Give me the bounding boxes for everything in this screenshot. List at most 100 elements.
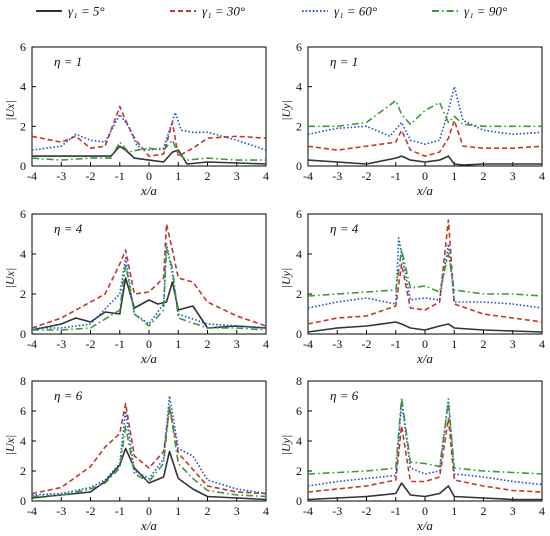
x-tick-label: -2 xyxy=(362,337,372,351)
y-tick-label: 0 xyxy=(296,494,302,508)
legend-item: γ₁ = 5° xyxy=(36,4,105,19)
legend-item: γ₁ = 30° xyxy=(170,4,245,19)
series-line xyxy=(31,447,267,501)
x-tick-label: -1 xyxy=(391,337,401,351)
x-tick-label: -4 xyxy=(303,504,313,518)
x-tick-label: 0 xyxy=(146,169,152,183)
series-line xyxy=(31,277,267,331)
y-axis-label: |Ux| xyxy=(3,435,17,456)
panel-title: η = 6 xyxy=(330,388,359,403)
y-tick-label: 6 xyxy=(296,40,302,54)
y-axis-label: |Ux| xyxy=(3,100,17,121)
x-tick-label: 4 xyxy=(263,169,269,183)
x-tick-label: 3 xyxy=(510,337,516,351)
panel-title: η = 4 xyxy=(330,221,359,236)
y-tick-label: 6 xyxy=(296,404,302,418)
chart-panel: -4 -3 -2 -1 0 1 2 3 4 0 2 4 6 η = 4 |Ux| x/a xyxy=(3,207,269,366)
x-tick-label: -4 xyxy=(27,504,37,518)
x-tick-label: 2 xyxy=(205,504,211,518)
x-tick-label: -1 xyxy=(391,504,401,518)
x-tick-label: 3 xyxy=(234,504,240,518)
legend-label: γ₁ = 5° xyxy=(68,4,105,19)
x-tick-label: -3 xyxy=(332,169,342,183)
x-tick-label: -3 xyxy=(332,337,342,351)
series-line xyxy=(307,85,543,145)
x-tick-label: 2 xyxy=(205,337,211,351)
x-tick-label: 3 xyxy=(234,337,240,351)
y-tick-label: 4 xyxy=(296,80,302,94)
y-tick-label: 2 xyxy=(296,287,302,301)
y-tick-label: 6 xyxy=(20,40,26,54)
x-tick-label: 3 xyxy=(510,504,516,518)
series-line xyxy=(307,219,543,325)
x-tick-label: 0 xyxy=(422,337,428,351)
x-axis-label: x/a xyxy=(416,518,433,533)
legend-label: γ₁ = 60° xyxy=(334,4,377,19)
y-tick-label: 6 xyxy=(296,207,302,221)
series-line xyxy=(31,111,267,151)
x-tick-label: -2 xyxy=(86,504,96,518)
series-line xyxy=(307,119,543,157)
x-tick-label: -3 xyxy=(56,504,66,518)
x-tick-label: -3 xyxy=(56,337,66,351)
x-tick-label: -4 xyxy=(27,169,37,183)
x-tick-label: -1 xyxy=(391,169,401,183)
y-tick-label: 4 xyxy=(296,434,302,448)
series-line xyxy=(307,482,542,501)
x-tick-label: 1 xyxy=(451,337,457,351)
x-tick-label: 2 xyxy=(481,337,487,351)
x-axis-label: x/a xyxy=(140,183,157,198)
x-tick-label: 0 xyxy=(422,504,428,518)
x-axis-label: x/a xyxy=(140,518,157,533)
x-tick-label: 3 xyxy=(234,169,240,183)
x-tick-label: 2 xyxy=(205,169,211,183)
chart-panel: -4 -3 -2 -1 0 1 2 3 4 0 2 4 6 8 η = 6 |Ux| x/a xyxy=(3,374,269,533)
panel-title: η = 1 xyxy=(330,54,358,69)
x-tick-label: 2 xyxy=(481,169,487,183)
x-tick-label: -2 xyxy=(362,169,372,183)
series-line xyxy=(307,398,543,487)
x-tick-label: -1 xyxy=(115,504,125,518)
y-axis-label: |Uy| xyxy=(279,268,293,289)
chart-panel: -4 -3 -2 -1 0 1 2 3 4 0 2 4 6 8 η = 6 |Uy| x/a xyxy=(279,374,545,533)
y-tick-label: 4 xyxy=(20,80,26,94)
series-line xyxy=(307,237,543,309)
x-tick-label: 1 xyxy=(175,169,181,183)
series-line xyxy=(32,243,267,329)
y-tick-label: 0 xyxy=(296,159,302,173)
x-tick-label: 3 xyxy=(510,169,516,183)
x-tick-label: 4 xyxy=(539,337,545,351)
y-tick-label: 8 xyxy=(20,374,26,388)
x-tick-label: -2 xyxy=(86,169,96,183)
y-tick-label: 0 xyxy=(296,327,302,341)
chart-panel: -4 -3 -2 -1 0 1 2 3 4 0 2 4 6 η = 4 |Uy| x/a xyxy=(279,207,545,366)
x-axis-label: x/a xyxy=(416,183,433,198)
series-line xyxy=(31,404,267,498)
y-tick-label: 6 xyxy=(20,404,26,418)
series-line xyxy=(32,247,267,331)
x-tick-label: 1 xyxy=(175,337,181,351)
x-tick-label: -2 xyxy=(86,337,96,351)
chart-panel: -4 -3 -2 -1 0 1 2 3 4 0 2 4 6 η = 1 |Uy| x/a xyxy=(279,40,545,198)
x-tick-label: 0 xyxy=(422,169,428,183)
y-tick-label: 0 xyxy=(20,159,26,173)
x-tick-label: 2 xyxy=(481,504,487,518)
y-tick-label: 2 xyxy=(296,119,302,133)
y-axis-label: |Uy| xyxy=(279,100,293,121)
y-tick-label: 8 xyxy=(296,374,302,388)
series-line xyxy=(31,223,267,329)
x-tick-label: -4 xyxy=(303,337,313,351)
series-line xyxy=(308,99,542,128)
y-tick-label: 0 xyxy=(20,327,26,341)
series-line xyxy=(307,249,543,297)
y-tick-label: 4 xyxy=(20,434,26,448)
y-tick-label: 2 xyxy=(20,287,26,301)
panel-title: η = 6 xyxy=(54,388,83,403)
legend-label: γ₁ = 90° xyxy=(464,4,507,19)
legend-label: γ₁ = 30° xyxy=(202,4,245,19)
x-tick-label: -3 xyxy=(332,504,342,518)
series-line xyxy=(307,321,543,333)
x-tick-label: 0 xyxy=(146,504,152,518)
x-tick-label: -4 xyxy=(303,169,313,183)
